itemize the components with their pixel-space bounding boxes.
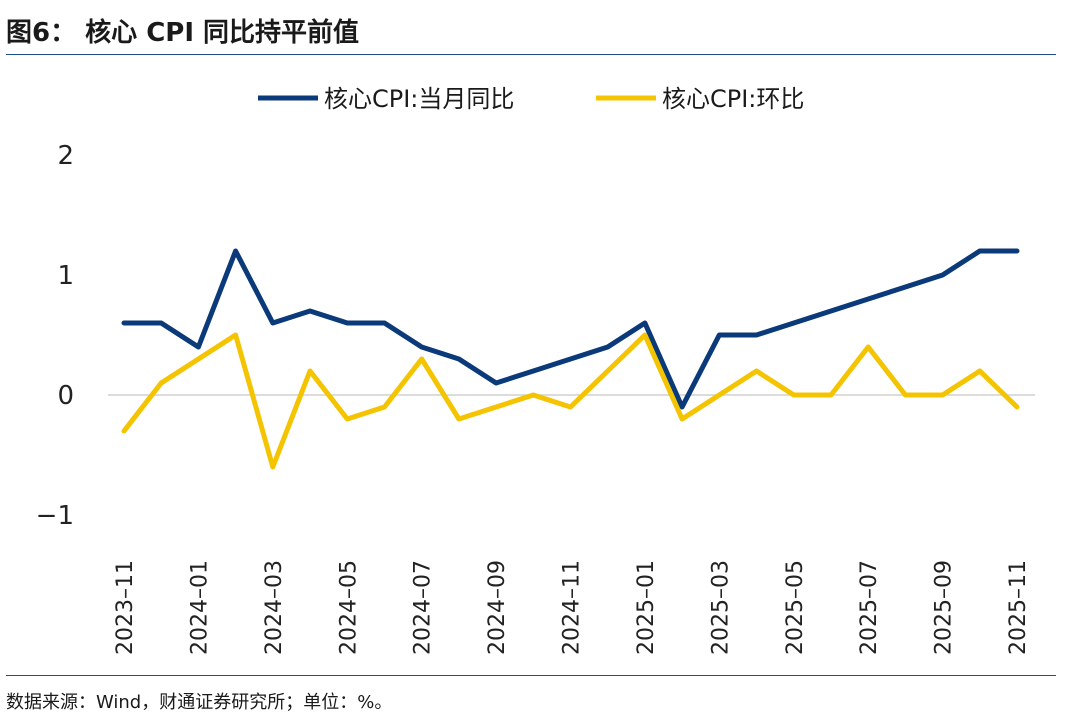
x-tick-label: 2024–11 [560,560,585,655]
legend: 核心CPI:当月同比 核心CPI:环比 [258,85,804,113]
series-line-yoy [121,248,1020,410]
x-tick-label: 2025–07 [857,560,882,655]
legend-label: 核心CPI:当月同比 [324,85,514,113]
series-line-mom [121,332,1020,470]
y-tick-label: −1 [36,501,74,531]
legend-label: 核心CPI:环比 [662,85,804,113]
y-tick-label: 1 [57,261,74,291]
series-lines [121,248,1020,470]
y-axis-ticks: 2 1 0 −1 [36,141,74,531]
y-tick-label: 0 [57,381,74,411]
x-tick-label: 2025–03 [708,560,733,655]
x-tick-label: 2025–09 [932,560,957,655]
x-tick-label: 2023–11 [113,560,138,655]
x-tick-label: 2024–03 [262,560,287,655]
x-tick-label: 2024–07 [411,560,436,655]
figure-title: 图6： 核心 CPI 同比持平前值 [6,18,360,48]
x-tick-label: 2025–11 [1006,560,1031,655]
line-chart: 核心CPI:当月同比 核心CPI:环比 210−1 2023–11 2024–01 2… [36,85,1035,655]
x-tick-label: 2025–01 [634,560,659,655]
source-note: 数据来源：Wind，财通证券研究所；单位：%。 [6,692,393,713]
x-axis-ticks: 2023–11 2024–01 2024–03 2024–05 2024–07 2024–… [113,560,1031,655]
x-tick-label: 2024–09 [485,560,510,655]
source-rule [6,675,1056,676]
title-rule [6,54,1056,55]
x-tick-label: 2024–05 [336,560,361,655]
y-tick-label: 2 [57,141,74,171]
x-tick-label: 2024–01 [187,560,212,655]
x-tick-label: 2025–05 [783,560,808,655]
